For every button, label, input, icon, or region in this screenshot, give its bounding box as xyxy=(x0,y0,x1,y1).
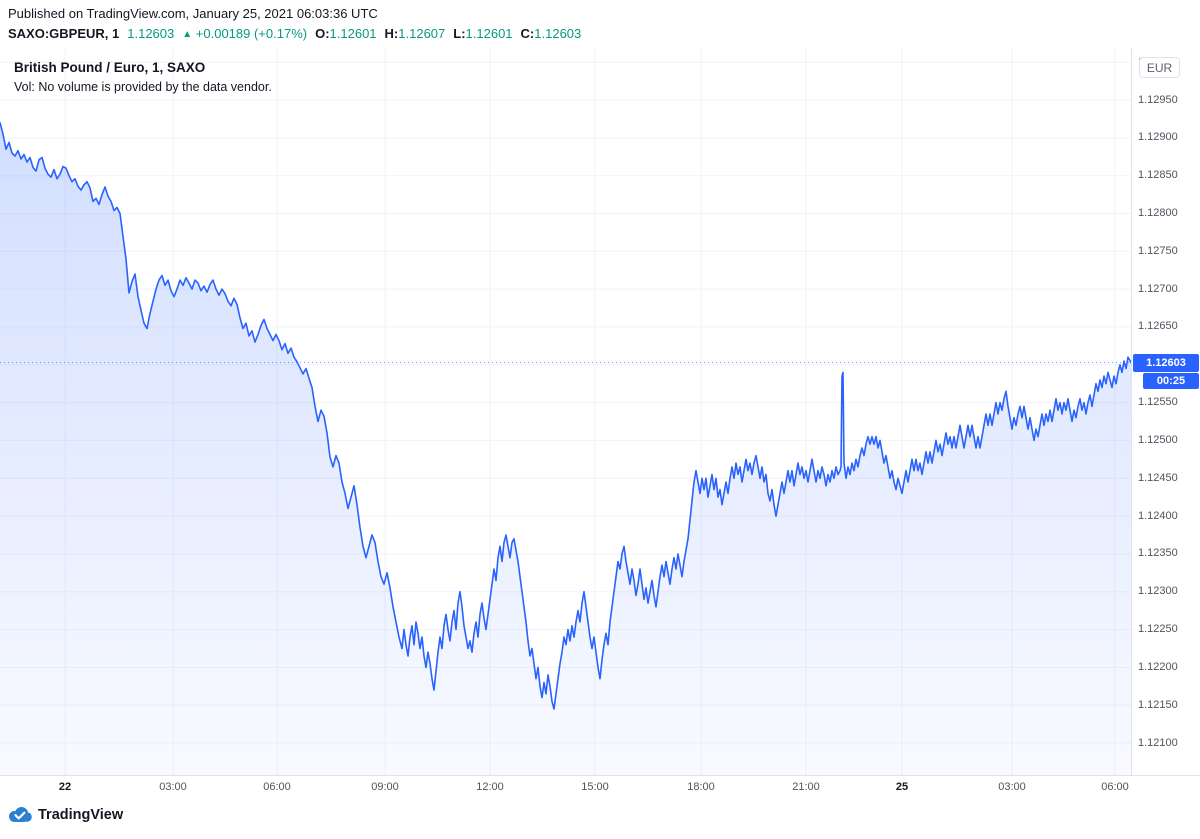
close-value: C:1.12603 xyxy=(520,26,582,41)
price-axis-label: 1.12450 xyxy=(1138,471,1178,484)
price-axis-label: 1.12400 xyxy=(1138,509,1178,522)
chart-area[interactable]: British Pound / Euro, 1, SAXO Vol: No vo… xyxy=(0,48,1200,795)
time-axis-label: 06:00 xyxy=(263,781,291,793)
tradingview-logo-icon[interactable] xyxy=(8,806,32,823)
price-axis[interactable]: 1.130001.129501.129001.128501.128001.127… xyxy=(1131,48,1200,775)
price-axis-label: 1.12850 xyxy=(1138,169,1178,182)
price-axis-label: 1.12150 xyxy=(1138,698,1178,711)
symbol-info-bar: SAXO:GBPEUR, 1 1.12603 ▲ +0.00189 (+0.17… xyxy=(8,26,581,41)
time-axis-border xyxy=(0,775,1200,776)
price-axis-label: 1.12500 xyxy=(1138,433,1178,446)
high-value: H:1.12607 xyxy=(384,26,446,41)
price-axis-label: 1.12300 xyxy=(1138,585,1178,598)
time-axis-label: 18:00 xyxy=(687,781,715,793)
price-axis-label: 1.12350 xyxy=(1138,547,1178,560)
symbol-name: SAXO:GBPEUR, 1 xyxy=(8,26,120,41)
time-axis[interactable]: 22 03:00 06:00 09:00 12:00 15:00 18:00 21:00 25 0… xyxy=(0,779,1131,795)
published-line: Published on TradingView.com, January 25… xyxy=(8,6,378,21)
price-axis-label: 1.12950 xyxy=(1138,93,1178,106)
price-axis-label: 1.12750 xyxy=(1138,244,1178,257)
price-axis-label: 1.12250 xyxy=(1138,623,1178,636)
last-price-badge: 1.12603 xyxy=(1133,353,1199,372)
time-axis-label: 12:00 xyxy=(476,781,504,793)
price-series-line xyxy=(0,121,1131,710)
currency-unit-button[interactable]: EUR xyxy=(1139,57,1180,78)
open-value: O:1.12601 xyxy=(315,26,377,41)
bar-countdown-badge: 00:25 xyxy=(1143,372,1199,389)
price-axis-label: 1.12700 xyxy=(1138,282,1178,295)
chart-legend: British Pound / Euro, 1, SAXO Vol: No vo… xyxy=(14,58,272,97)
chart-title: British Pound / Euro, 1, SAXO xyxy=(14,60,206,75)
price-axis-label: 1.12650 xyxy=(1138,320,1178,333)
time-axis-label: 15:00 xyxy=(581,781,609,793)
price-axis-label: 1.12550 xyxy=(1138,396,1178,409)
time-axis-label: 03:00 xyxy=(998,781,1026,793)
price-axis-label: 1.12200 xyxy=(1138,660,1178,673)
price-series-area xyxy=(0,122,1131,775)
time-axis-label: 09:00 xyxy=(371,781,399,793)
time-axis-label: 06:00 xyxy=(1101,781,1129,793)
volume-status: Vol: No volume is provided by the data v… xyxy=(14,80,272,94)
price-axis-label: 1.12900 xyxy=(1138,131,1178,144)
price-chart-plot[interactable] xyxy=(0,48,1131,775)
brand-name[interactable]: TradingView xyxy=(38,806,124,823)
time-axis-label: 21:00 xyxy=(792,781,820,793)
last-price-value: 1.12603 xyxy=(127,26,175,41)
price-axis-label: 1.12800 xyxy=(1138,207,1178,219)
up-arrow-icon: ▲ xyxy=(182,29,193,40)
price-axis-border xyxy=(1131,48,1132,775)
time-axis-label: 03:00 xyxy=(159,781,187,793)
price-axis-label: 1.12100 xyxy=(1138,736,1178,749)
low-value: L:1.12601 xyxy=(453,26,513,41)
price-change: ▲ +0.00189 (+0.17%) xyxy=(182,26,308,41)
footer: TradingView xyxy=(8,806,123,823)
time-axis-label: 25 xyxy=(895,781,909,793)
time-axis-label: 22 xyxy=(58,781,72,793)
